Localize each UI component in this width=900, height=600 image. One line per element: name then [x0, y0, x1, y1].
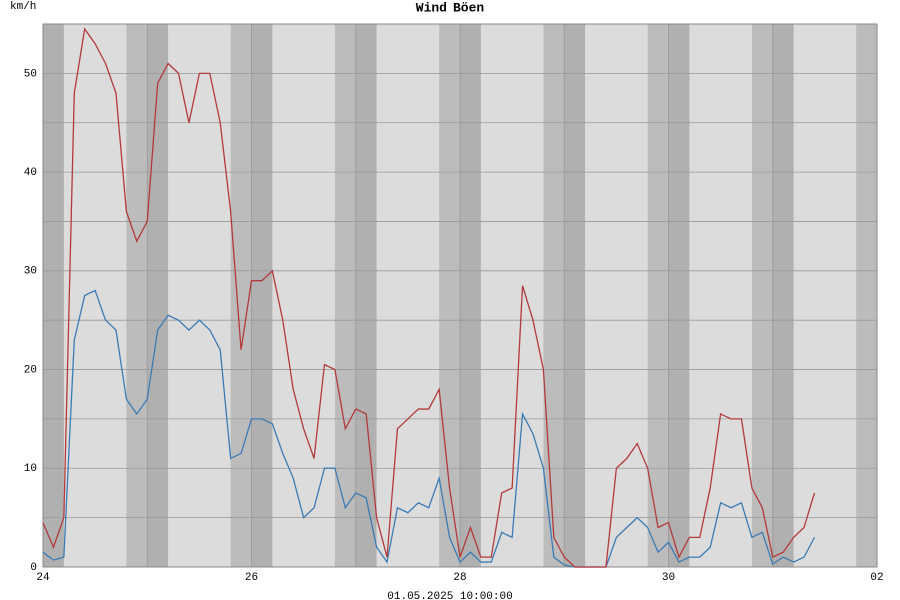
night-band — [439, 24, 460, 567]
night-band — [543, 24, 565, 567]
night-band — [772, 24, 794, 567]
x-tick-label: 24 — [36, 572, 50, 584]
night-band — [564, 24, 586, 567]
timestamp: 01.05.2025 10:00:00 — [387, 591, 512, 600]
series-line — [42, 289, 816, 568]
y-tick-label: 40 — [24, 167, 37, 179]
night-band — [751, 24, 773, 567]
night-band — [460, 24, 481, 567]
x-tick-label: 30 — [662, 572, 675, 584]
night-band — [877, 24, 898, 567]
night-band — [668, 24, 690, 567]
y-tick-label: 0 — [30, 562, 37, 574]
plot-border — [42, 23, 878, 568]
night-band — [647, 24, 669, 567]
night-band — [230, 24, 252, 567]
legend-wind: Wind — [416, 0, 447, 15]
night-band — [126, 24, 148, 567]
y-tick-label: 10 — [24, 463, 37, 475]
y-unit: km/h — [10, 1, 36, 13]
x-tick-label: 02 — [870, 572, 883, 584]
series-line — [42, 27, 816, 568]
night-band — [856, 24, 877, 567]
night-band — [355, 24, 377, 567]
x-tick-label: 26 — [245, 572, 258, 584]
y-tick-label: 50 — [24, 68, 37, 80]
legend-boeen: Böen — [453, 0, 484, 15]
night-band — [147, 24, 169, 567]
night-band — [22, 24, 43, 567]
y-tick-label: 30 — [24, 266, 37, 278]
night-band — [334, 24, 356, 567]
night-band — [251, 24, 273, 567]
night-band — [43, 24, 64, 567]
x-tick-label: 28 — [453, 572, 466, 584]
y-tick-label: 20 — [24, 364, 37, 376]
